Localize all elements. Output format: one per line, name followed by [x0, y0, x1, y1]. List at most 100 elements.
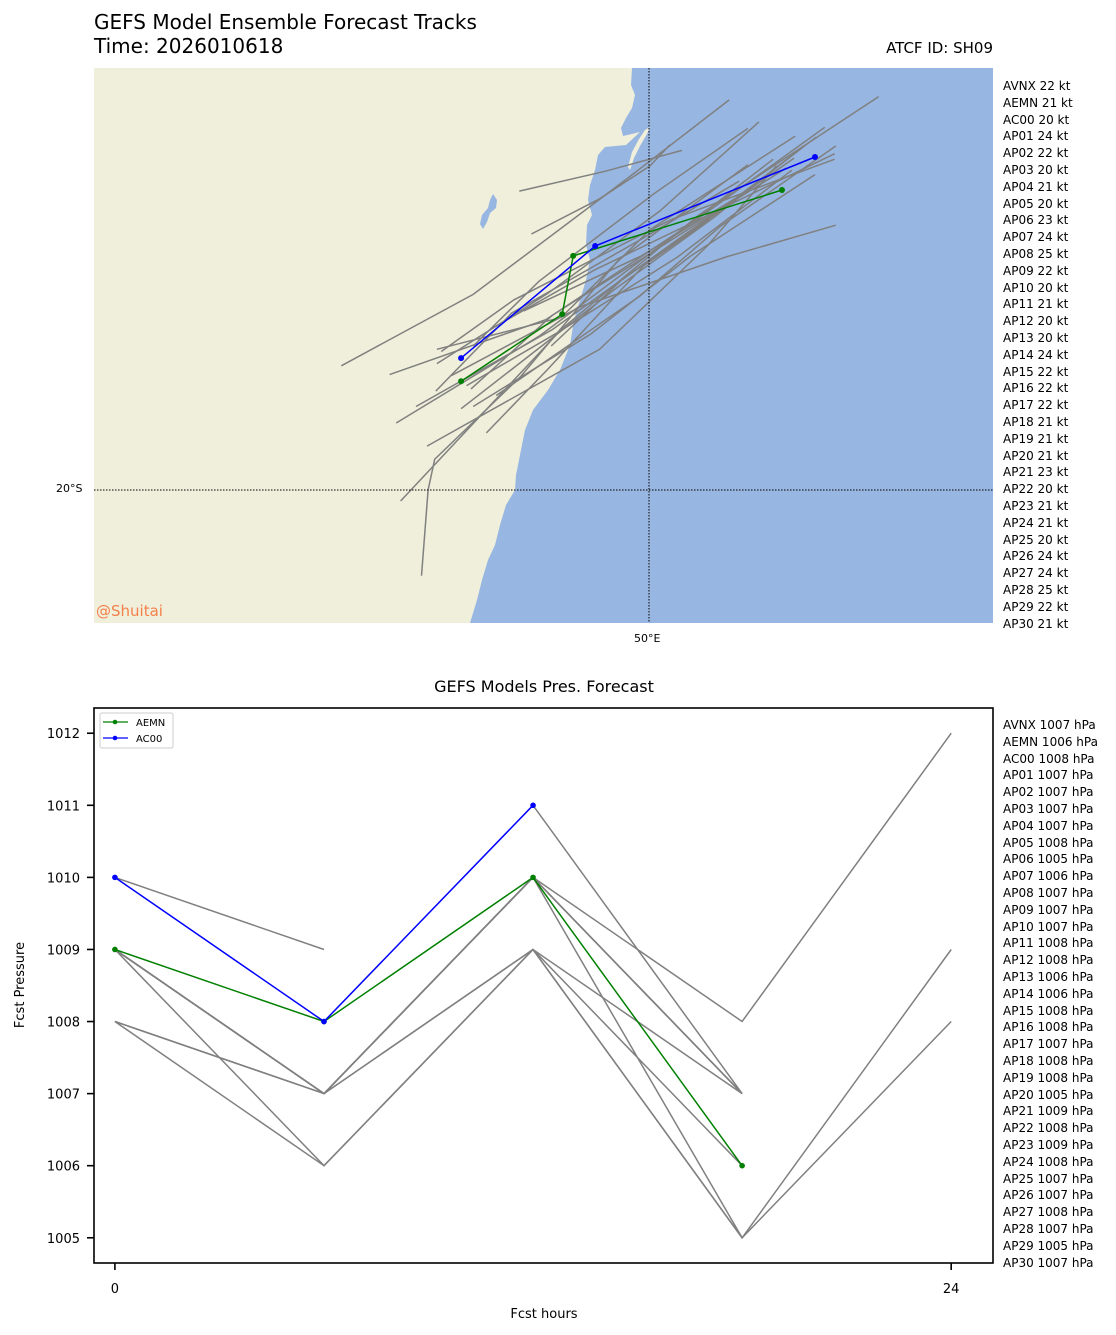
- y-tick-label: 1006: [47, 1160, 80, 1175]
- ensemble-track: [340, 99, 730, 367]
- pressure-list-item: AP28 1007 hPa: [1003, 1221, 1094, 1236]
- x-tick-label: 0: [111, 1282, 119, 1297]
- ensemble-pressure-line: [114, 876, 743, 1095]
- pressure-ensemble-lines: [114, 732, 952, 1240]
- pressure-list-item: AP12 1008 hPa: [1003, 953, 1094, 968]
- intensity-list-item: AP25 20 kt: [1003, 532, 1069, 547]
- pressure-list-item: AP23 1009 hPa: [1003, 1137, 1094, 1152]
- ac00-pressure-point: [112, 874, 118, 881]
- y-tick-label: 1012: [47, 727, 80, 742]
- intensity-list-item: AP09 22 kt: [1003, 263, 1069, 278]
- y-tick-label: 1009: [47, 943, 80, 958]
- atcf-id: ATCF ID: SH09: [886, 39, 993, 57]
- aemn-track: [460, 189, 783, 382]
- y-tick-label: 1005: [47, 1232, 80, 1247]
- aemn-pressure-point: [739, 1162, 745, 1169]
- aemn-track-point: [559, 311, 566, 318]
- ensemble-pressure-line: [532, 804, 743, 1095]
- track-map: [94, 68, 993, 623]
- main-tracks: [458, 154, 818, 385]
- pressure-list-item: AP08 1007 hPa: [1003, 885, 1094, 900]
- intensity-list-item: AP19 21 kt: [1003, 431, 1069, 446]
- ensemble-track: [435, 180, 740, 392]
- intensity-list-item: AP04 21 kt: [1003, 179, 1069, 194]
- aemn-pressure-point: [112, 946, 118, 953]
- pressure-list-item: AP25 1007 hPa: [1003, 1171, 1094, 1186]
- intensity-list-item: AP07 24 kt: [1003, 230, 1069, 245]
- plot-frame: [93, 707, 994, 1264]
- ac00-track-point: [811, 154, 818, 161]
- pressure-list: AVNX 1007 hPa AEMN 1006 hPa AC00 1008 hPa A…: [1003, 717, 1098, 1271]
- ac00-pressure-point: [321, 1018, 327, 1025]
- pressure-list-item: AP04 1007 hPa: [1003, 818, 1094, 833]
- ensemble-tracks: [340, 95, 880, 576]
- ensemble-track: [466, 169, 793, 387]
- pressure-list-item: AP11 1008 hPa: [1003, 936, 1094, 951]
- legend-aemn-marker: [112, 719, 118, 725]
- ensemble-pressure-line: [114, 876, 325, 951]
- pressure-list-item: AP17 1007 hPa: [1003, 1037, 1094, 1052]
- pressure-list-item: AP14 1006 hPa: [1003, 986, 1094, 1001]
- intensity-list-item: AP08 25 kt: [1003, 246, 1069, 261]
- pressure-list-item: AVNX 1007 hPa: [1003, 718, 1096, 732]
- ensemble-track: [523, 136, 817, 312]
- intensity-list-item: AP03 20 kt: [1003, 162, 1069, 177]
- pressure-list-item: AP13 1006 hPa: [1003, 969, 1094, 984]
- intensity-list-item: AP15 22 kt: [1003, 364, 1069, 379]
- ensemble-track: [389, 158, 774, 376]
- intensity-list-item: AP18 21 kt: [1003, 414, 1069, 429]
- intensity-list-item: AC00 20 kt: [1003, 112, 1070, 127]
- intensity-list-item: AEMN 21 kt: [1003, 95, 1073, 110]
- ac00-pressure-point: [530, 802, 536, 809]
- pressure-list-item: AP22 1008 hPa: [1003, 1121, 1094, 1136]
- pressure-list-item: AP10 1007 hPa: [1003, 919, 1094, 934]
- pressure-list-item: AP09 1007 hPa: [1003, 902, 1094, 917]
- pressure-list-item: AP15 1008 hPa: [1003, 1003, 1094, 1018]
- ensemble-track: [519, 149, 683, 192]
- intensity-list-item: AP16 22 kt: [1003, 381, 1069, 396]
- pressure-list-item: AP21 1009 hPa: [1003, 1104, 1094, 1119]
- aemn-track-point: [778, 186, 785, 193]
- pressure-chart-title: GEFS Models Pres. Forecast: [434, 677, 654, 696]
- lake-alaotra: [480, 194, 497, 229]
- ensemble-track: [472, 127, 749, 347]
- intensity-list-item: AP26 24 kt: [1003, 549, 1069, 564]
- y-tick-label: 1008: [47, 1016, 80, 1031]
- intensity-list-item: AP23 21 kt: [1003, 498, 1069, 513]
- pressure-list-item: AP03 1007 hPa: [1003, 801, 1094, 816]
- ensemble-track: [495, 145, 837, 397]
- intensity-list-item: AP22 20 kt: [1003, 482, 1069, 497]
- pressure-list-item: AP24 1008 hPa: [1003, 1154, 1094, 1169]
- pressure-list-item: AP16 1008 hPa: [1003, 1020, 1094, 1035]
- aemn-pressure-point: [530, 874, 536, 881]
- x-axis: 0 24: [111, 1263, 959, 1297]
- pressure-list-item: AP02 1007 hPa: [1003, 785, 1094, 800]
- intensity-list-item: AP10 20 kt: [1003, 280, 1069, 295]
- pressure-list-item: AP07 1006 hPa: [1003, 869, 1094, 884]
- intensity-list-item: AP24 21 kt: [1003, 515, 1069, 530]
- intensity-list-item: AP29 22 kt: [1003, 599, 1069, 614]
- aemn-track-point: [570, 252, 577, 259]
- pressure-list-item: AP05 1008 hPa: [1003, 835, 1094, 850]
- intensity-list-item: AP01 24 kt: [1003, 129, 1069, 144]
- y-tick-label: 1011: [47, 799, 80, 814]
- island-sainte-marie: [628, 127, 650, 170]
- intensity-list-item: AP27 24 kt: [1003, 566, 1069, 581]
- pressure-list-item: AP18 1008 hPa: [1003, 1053, 1094, 1068]
- intensity-list-item: AP02 22 kt: [1003, 146, 1069, 161]
- legend-ac00-marker: [112, 735, 118, 741]
- x-axis-label: Fcst hours: [510, 1307, 577, 1322]
- y-axis: 1005 1006 1007 1008 1009 1010 1011 1012: [47, 727, 94, 1247]
- y-axis-label: Fcst Pressure: [13, 942, 28, 1028]
- pressure-list-item: AP01 1007 hPa: [1003, 768, 1094, 783]
- y-tick-label: 1010: [47, 871, 80, 886]
- intensity-list-item: AP28 25 kt: [1003, 582, 1069, 597]
- ensemble-track: [450, 224, 837, 377]
- intensity-list-item: AP20 21 kt: [1003, 448, 1069, 463]
- pressure-list-item: AP06 1005 hPa: [1003, 852, 1094, 867]
- pressure-chart: 1005 1006 1007 1008 1009 1010 1011 1012 0 24 Fcs…: [13, 707, 994, 1322]
- map-title: GEFS Model Ensemble Forecast Tracks: [94, 10, 477, 34]
- ac00-track-point: [592, 243, 599, 250]
- pressure-list-item: AP27 1008 hPa: [1003, 1205, 1094, 1220]
